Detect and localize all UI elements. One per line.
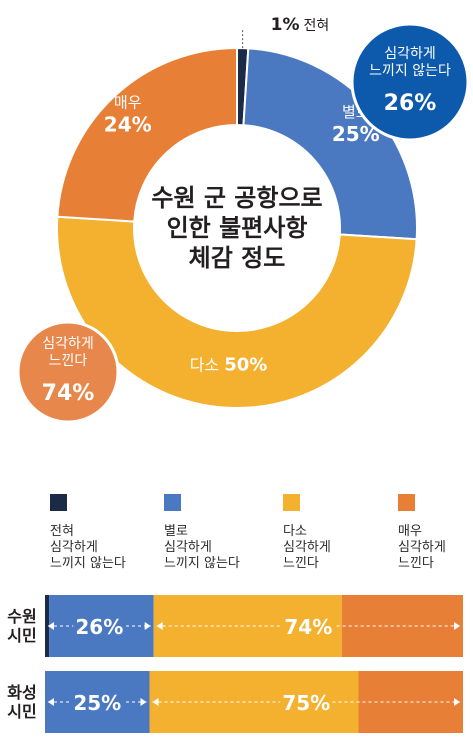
arrow-head [144,622,151,630]
slice-label-none: 1% 전혀 [271,15,330,35]
group-label-bg [280,689,333,715]
slice-value-very: 24% [104,112,152,136]
slice-label-very: 매우 [114,93,142,111]
callout-serious-bubble [16,320,120,424]
callout-not-serious-bubble [350,22,470,142]
slice-label-somewhat: 다소 50% [190,355,268,376]
stacked-bar-chart: 수원 시민 26% 74% 화성 시민 25% 75% [7,595,463,733]
legend-swatch-very [398,494,415,511]
arrow-head [48,698,54,706]
group-label-bg [71,689,124,715]
group-label-bg [282,613,335,639]
arrow-head [454,698,460,706]
pie-slice-very [56,46,238,223]
group-value-not-serious: 25% [73,691,121,715]
group-value-serious: 75% [282,691,330,715]
group-value-not-serious: 26% [75,615,123,639]
arrow-head [140,698,147,706]
arrow-head [152,698,159,706]
group-label-bg [73,613,126,639]
legend-swatch-somewhat [283,494,300,511]
pie-slice-slightly [242,47,418,241]
callout-serious-value: 74% [42,381,95,406]
callout-not-serious-label: 심각하게 느끼지 않는다 [369,46,451,79]
arrow-head [156,622,163,630]
legend-label-slightly: 별로 심각하게 느끼지 않는다 [164,524,240,571]
callout-not-serious-value: 26% [384,91,437,116]
legend-label-none: 전혀 심각하게 느끼지 않는다 [50,524,126,571]
arrow-head [454,622,460,630]
legend-label-very: 매우 심각하게 느낀다 [398,524,446,571]
legend-swatch-slightly [164,494,181,511]
callout-serious-label: 심각하게 느낀다 [42,336,94,369]
bar-category-label: 화성 시민 [7,683,36,721]
group-value-serious: 74% [284,615,332,639]
legend-label-somewhat: 다소 심각하게 느낀다 [283,524,331,571]
pie-slice-somewhat [56,215,418,409]
bar-category-label: 수원 시민 [7,607,36,645]
arrow-head [48,622,54,630]
bar-segment-none [45,595,50,657]
legend-swatch-none [50,494,67,511]
donut-center-title: 수원 군 공항으로 인한 불편사항 체감 정도 [151,184,322,272]
